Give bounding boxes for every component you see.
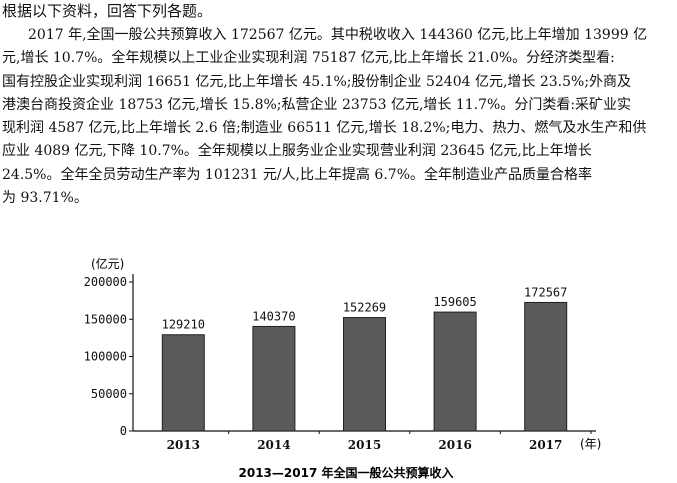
bar-data-label: 129210 (162, 318, 205, 332)
x-tick-label: 2013 (167, 438, 200, 452)
bar (252, 325, 296, 432)
passage-line: 元,增长 10.7%。全年规模以上工业企业实现利润 75187 亿元,比上年增长… (2, 50, 615, 67)
bar-data-label: 140370 (252, 309, 295, 323)
passage-line: 现利润 4587 亿元,比上年增长 2.6 倍;制造业 66511 亿元,增长 … (2, 120, 647, 137)
passage-line: 为 93.71%。 (2, 190, 88, 207)
instruction-text: 根据以下资料，回答下列各题。 (2, 2, 213, 20)
chart-title: 2013—2017 年全国一般公共预算收入 (239, 465, 454, 480)
y-tick-label: 150000 (84, 312, 127, 326)
y-tick-label: 50000 (91, 387, 127, 401)
passage-line: 应业 4089 亿元,下降 10.7%。全年规模以上服务业企业实现营业利润 23… (2, 143, 592, 160)
bar (343, 317, 386, 432)
bar-data-label: 159605 (433, 295, 476, 309)
bar (433, 311, 477, 432)
x-tick-label: 2015 (348, 438, 381, 452)
passage-line: 国有控股企业实现利润 16651 亿元,比上年增长 45.1%;股份制企业 52… (2, 73, 632, 90)
bar-data-label: 172567 (524, 285, 567, 299)
y-axis-unit-label: (亿元) (91, 256, 124, 271)
passage-line: 2017 年,全国一般公共预算收入 172567 亿元。其中税收收入 14436… (28, 27, 648, 43)
y-tick-label: 100000 (84, 350, 127, 364)
bar (161, 334, 205, 432)
plot-area: 0 50000 100000 150000 200000 129210 2013 140370… (84, 275, 592, 452)
x-tick-label: 2014 (257, 438, 290, 452)
bar-data-label: 152269 (343, 301, 386, 315)
x-axis-unit-label: (年) (580, 437, 601, 451)
passage: 2017 年,全国一般公共预算收入 172567 亿元。其中税收收入 14436… (2, 24, 674, 210)
y-tick-label: 200000 (84, 275, 127, 289)
passage-line: 港澳台商投资企业 18753 亿元,增长 15.8%;私营企业 23753 亿元… (2, 96, 632, 113)
y-tick-label: 0 (120, 424, 127, 438)
passage-line: 24.5%。全年全员劳动生产率为 101231 元/人,比上年提高 6.7%。全… (2, 166, 593, 183)
bar (524, 301, 568, 432)
x-tick-label: 2016 (438, 438, 471, 452)
x-tick-label: 2017 (529, 438, 562, 452)
